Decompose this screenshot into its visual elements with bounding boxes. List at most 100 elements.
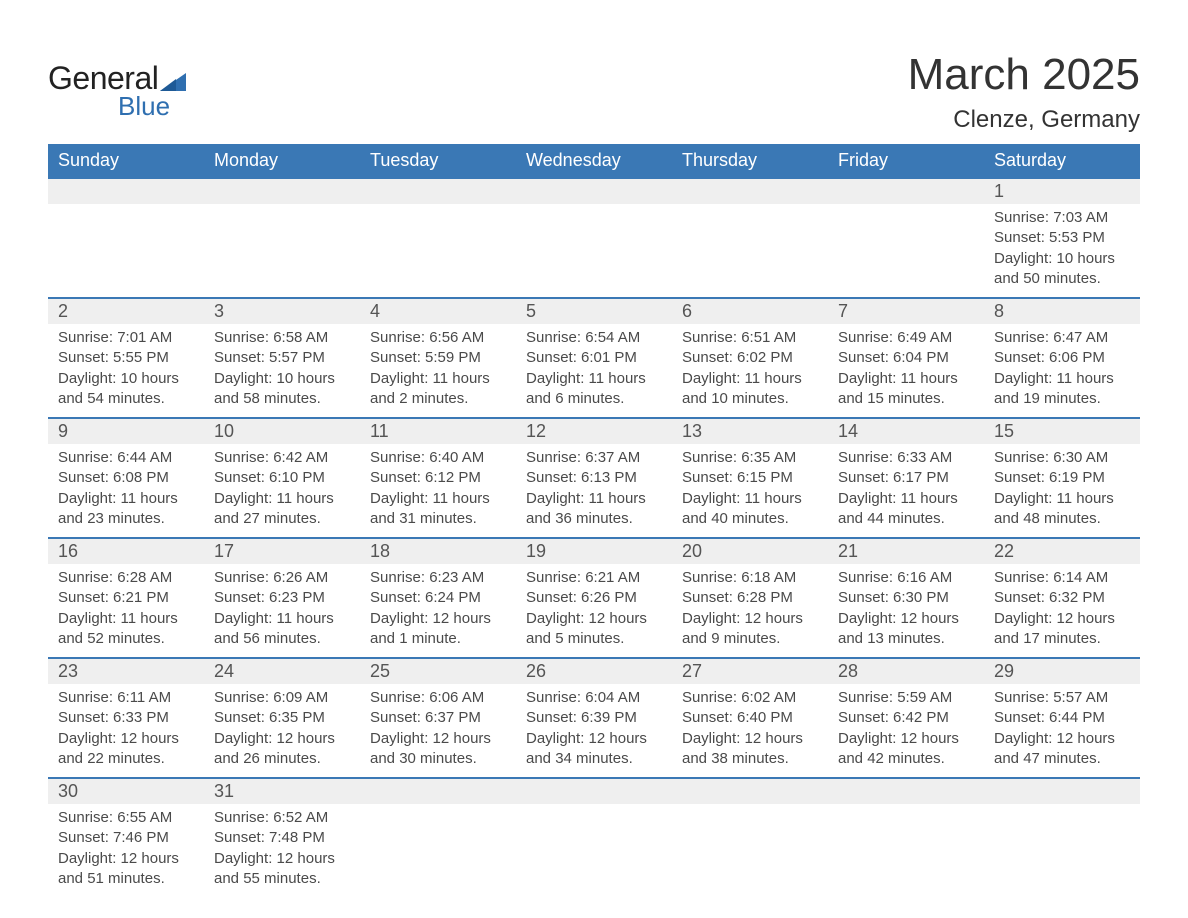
sunrise-text: Sunrise: 6:44 AM bbox=[58, 448, 194, 468]
day-number-cell bbox=[360, 178, 516, 204]
day-number: 4 bbox=[360, 299, 516, 324]
day-number: 23 bbox=[48, 659, 204, 684]
day-data-cell: Sunrise: 6:49 AMSunset: 6:04 PMDaylight:… bbox=[828, 324, 984, 418]
day-data-cell: Sunrise: 6:09 AMSunset: 6:35 PMDaylight:… bbox=[204, 684, 360, 778]
daylight-text: Daylight: 12 hours and 30 minutes. bbox=[370, 729, 506, 770]
day-number-cell: 22 bbox=[984, 538, 1140, 564]
sunrise-text: Sunrise: 5:59 AM bbox=[838, 688, 974, 708]
day-data-cell bbox=[360, 804, 516, 897]
daylight-text: Daylight: 11 hours and 19 minutes. bbox=[994, 369, 1130, 410]
day-data-cell: Sunrise: 6:02 AMSunset: 6:40 PMDaylight:… bbox=[672, 684, 828, 778]
sunset-text: Sunset: 7:48 PM bbox=[214, 828, 350, 848]
day-number: 29 bbox=[984, 659, 1140, 684]
weekday-header: Sunday bbox=[48, 144, 204, 178]
day-data-row: Sunrise: 6:55 AMSunset: 7:46 PMDaylight:… bbox=[48, 804, 1140, 897]
weekday-header-row: SundayMondayTuesdayWednesdayThursdayFrid… bbox=[48, 144, 1140, 178]
location: Clenze, Germany bbox=[908, 106, 1140, 134]
day-number-cell: 6 bbox=[672, 298, 828, 324]
sunset-text: Sunset: 6:21 PM bbox=[58, 588, 194, 608]
day-number: 3 bbox=[204, 299, 360, 324]
sunset-text: Sunset: 6:32 PM bbox=[994, 588, 1130, 608]
day-data-row: Sunrise: 7:03 AMSunset: 5:53 PMDaylight:… bbox=[48, 204, 1140, 298]
day-number: 5 bbox=[516, 299, 672, 324]
day-number-cell: 12 bbox=[516, 418, 672, 444]
logo: General Blue bbox=[48, 60, 186, 122]
day-data-cell: Sunrise: 6:11 AMSunset: 6:33 PMDaylight:… bbox=[48, 684, 204, 778]
day-number-cell bbox=[48, 178, 204, 204]
daylight-text: Daylight: 10 hours and 58 minutes. bbox=[214, 369, 350, 410]
day-data-cell: Sunrise: 6:35 AMSunset: 6:15 PMDaylight:… bbox=[672, 444, 828, 538]
day-data-cell: Sunrise: 5:57 AMSunset: 6:44 PMDaylight:… bbox=[984, 684, 1140, 778]
day-data-cell bbox=[984, 804, 1140, 897]
day-number: 25 bbox=[360, 659, 516, 684]
daylight-text: Daylight: 12 hours and 9 minutes. bbox=[682, 609, 818, 650]
sunrise-text: Sunrise: 6:49 AM bbox=[838, 328, 974, 348]
sunrise-text: Sunrise: 6:52 AM bbox=[214, 808, 350, 828]
day-data-cell bbox=[360, 204, 516, 298]
day-data-cell: Sunrise: 6:55 AMSunset: 7:46 PMDaylight:… bbox=[48, 804, 204, 897]
day-number-cell: 31 bbox=[204, 778, 360, 804]
sunset-text: Sunset: 6:17 PM bbox=[838, 468, 974, 488]
sunset-text: Sunset: 5:53 PM bbox=[994, 228, 1130, 248]
day-number-cell: 14 bbox=[828, 418, 984, 444]
day-data-cell: Sunrise: 6:04 AMSunset: 6:39 PMDaylight:… bbox=[516, 684, 672, 778]
day-number-cell: 27 bbox=[672, 658, 828, 684]
sunset-text: Sunset: 6:44 PM bbox=[994, 708, 1130, 728]
sunrise-text: Sunrise: 6:26 AM bbox=[214, 568, 350, 588]
day-number-cell: 16 bbox=[48, 538, 204, 564]
sunset-text: Sunset: 6:06 PM bbox=[994, 348, 1130, 368]
day-number-cell bbox=[828, 178, 984, 204]
daylight-text: Daylight: 11 hours and 56 minutes. bbox=[214, 609, 350, 650]
day-data-cell bbox=[828, 804, 984, 897]
daylight-text: Daylight: 11 hours and 15 minutes. bbox=[838, 369, 974, 410]
day-number: 28 bbox=[828, 659, 984, 684]
sunset-text: Sunset: 6:13 PM bbox=[526, 468, 662, 488]
day-number-cell: 8 bbox=[984, 298, 1140, 324]
day-number-cell bbox=[672, 178, 828, 204]
daylight-text: Daylight: 12 hours and 13 minutes. bbox=[838, 609, 974, 650]
day-number: 19 bbox=[516, 539, 672, 564]
weekday-header: Friday bbox=[828, 144, 984, 178]
day-number: 31 bbox=[204, 779, 360, 804]
daylight-text: Daylight: 11 hours and 40 minutes. bbox=[682, 489, 818, 530]
day-data-row: Sunrise: 7:01 AMSunset: 5:55 PMDaylight:… bbox=[48, 324, 1140, 418]
sunset-text: Sunset: 5:57 PM bbox=[214, 348, 350, 368]
sunset-text: Sunset: 6:33 PM bbox=[58, 708, 194, 728]
sunrise-text: Sunrise: 6:11 AM bbox=[58, 688, 194, 708]
sunrise-text: Sunrise: 6:56 AM bbox=[370, 328, 506, 348]
sunrise-text: Sunrise: 6:28 AM bbox=[58, 568, 194, 588]
day-number-cell: 28 bbox=[828, 658, 984, 684]
sunrise-text: Sunrise: 6:18 AM bbox=[682, 568, 818, 588]
day-number: 13 bbox=[672, 419, 828, 444]
daylight-text: Daylight: 12 hours and 51 minutes. bbox=[58, 849, 194, 890]
daylight-text: Daylight: 12 hours and 26 minutes. bbox=[214, 729, 350, 770]
day-data-cell: Sunrise: 6:40 AMSunset: 6:12 PMDaylight:… bbox=[360, 444, 516, 538]
daylight-text: Daylight: 11 hours and 44 minutes. bbox=[838, 489, 974, 530]
daylight-text: Daylight: 11 hours and 2 minutes. bbox=[370, 369, 506, 410]
day-number-cell: 11 bbox=[360, 418, 516, 444]
day-number: 16 bbox=[48, 539, 204, 564]
day-number: 2 bbox=[48, 299, 204, 324]
day-data-cell bbox=[672, 804, 828, 897]
day-number: 15 bbox=[984, 419, 1140, 444]
day-number-cell: 13 bbox=[672, 418, 828, 444]
weekday-header: Thursday bbox=[672, 144, 828, 178]
day-data-cell: Sunrise: 7:01 AMSunset: 5:55 PMDaylight:… bbox=[48, 324, 204, 418]
day-number: 17 bbox=[204, 539, 360, 564]
daylight-text: Daylight: 11 hours and 31 minutes. bbox=[370, 489, 506, 530]
sunset-text: Sunset: 5:55 PM bbox=[58, 348, 194, 368]
day-number-cell bbox=[516, 178, 672, 204]
daylight-text: Daylight: 12 hours and 47 minutes. bbox=[994, 729, 1130, 770]
day-number-row: 3031 bbox=[48, 778, 1140, 804]
sunset-text: Sunset: 6:28 PM bbox=[682, 588, 818, 608]
day-number-row: 2345678 bbox=[48, 298, 1140, 324]
day-data-cell: Sunrise: 6:42 AMSunset: 6:10 PMDaylight:… bbox=[204, 444, 360, 538]
day-number-cell bbox=[204, 178, 360, 204]
day-number-cell: 7 bbox=[828, 298, 984, 324]
day-number: 9 bbox=[48, 419, 204, 444]
day-data-cell: Sunrise: 6:33 AMSunset: 6:17 PMDaylight:… bbox=[828, 444, 984, 538]
day-data-cell: Sunrise: 6:37 AMSunset: 6:13 PMDaylight:… bbox=[516, 444, 672, 538]
sunrise-text: Sunrise: 6:30 AM bbox=[994, 448, 1130, 468]
day-data-cell: Sunrise: 6:52 AMSunset: 7:48 PMDaylight:… bbox=[204, 804, 360, 897]
day-data-cell: Sunrise: 6:54 AMSunset: 6:01 PMDaylight:… bbox=[516, 324, 672, 418]
